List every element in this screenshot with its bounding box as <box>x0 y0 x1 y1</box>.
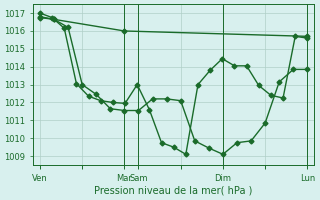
X-axis label: Pression niveau de la mer( hPa ): Pression niveau de la mer( hPa ) <box>94 186 253 196</box>
